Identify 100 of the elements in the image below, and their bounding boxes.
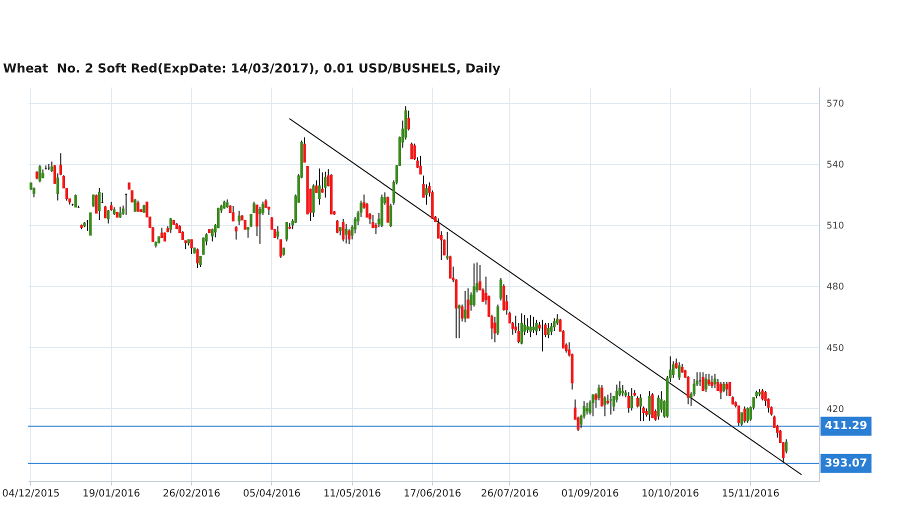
x-tick-label: 01/09/2016 [561, 488, 619, 500]
ref-line-label: 393.07 [824, 456, 868, 470]
candlestick [737, 404, 740, 426]
candlestick [639, 394, 642, 422]
candlestick [615, 384, 618, 403]
candlestick [708, 373, 710, 387]
candlestick [196, 248, 199, 268]
candlestick [118, 206, 122, 218]
candlestick [535, 319, 538, 336]
candlestick [520, 312, 523, 345]
x-tick-label: 15/11/2016 [722, 488, 780, 500]
ref-line-label: 411.29 [824, 419, 868, 432]
candlestick [704, 373, 708, 393]
candlestick [547, 322, 550, 339]
candlestick [725, 381, 728, 396]
candlestick [250, 213, 252, 228]
candlestick [425, 184, 428, 206]
candlestick [98, 188, 101, 221]
candlestick [728, 381, 732, 396]
candlestick [276, 226, 280, 240]
candlestick [190, 238, 193, 255]
candlestick [532, 316, 535, 334]
y-tick-label: 480 [826, 282, 844, 293]
candlestick [252, 201, 256, 214]
candlestick [466, 288, 470, 319]
y-tick-label: 450 [826, 342, 844, 354]
x-tick-label: 10/10/2016 [641, 488, 700, 500]
candlestick [710, 375, 714, 389]
candlestick [318, 168, 321, 206]
y-tick-label: 540 [826, 160, 844, 171]
candlestick [344, 224, 348, 244]
candlestick [246, 226, 250, 238]
candlestick [604, 396, 606, 417]
candlestick [419, 155, 422, 175]
candlestick [134, 198, 136, 212]
x-tick-label: 11/05/2016 [323, 488, 381, 500]
candlestick [627, 392, 630, 414]
candlestick [592, 394, 594, 417]
candlestick [743, 406, 746, 424]
y-tick-label: 570 [826, 98, 844, 110]
candlestick [529, 314, 532, 338]
candlestick [660, 390, 663, 414]
chart-title: Wheat No. 2 Soft Red(ExpDate: 14/03/2017), 0.01 USD/BUSHELS, Daily [3, 60, 500, 76]
candlestick [56, 172, 60, 201]
candlestick [672, 360, 675, 378]
candlestick [202, 236, 205, 256]
y-tick-label: 420 [826, 404, 844, 415]
candlestick [702, 372, 704, 392]
x-tick-label: 17/06/2016 [404, 488, 462, 500]
candlestick [720, 381, 722, 400]
candlestick [211, 228, 214, 242]
x-tick-label: 05/04/2016 [243, 488, 301, 500]
candlestick [50, 161, 54, 173]
candlestick [38, 164, 42, 183]
x-tick-label: 26/07/2016 [480, 488, 539, 500]
candlestick [636, 396, 639, 408]
candlestick [315, 180, 318, 194]
candlestick [336, 220, 339, 234]
candlestick [234, 226, 238, 240]
candlestick [89, 212, 92, 236]
candlestick [160, 227, 164, 238]
candlestick [621, 384, 624, 397]
candlestick [648, 390, 651, 422]
candlestick [238, 210, 240, 226]
candlestick [324, 171, 327, 198]
candlestick [610, 392, 612, 416]
candlestick [285, 222, 288, 242]
x-tick-label: 04/12/2015 [2, 488, 60, 500]
candlestick [472, 262, 476, 308]
candlestick [407, 110, 410, 131]
candlestick [586, 402, 588, 416]
candlestick [321, 172, 324, 194]
candlestick [494, 316, 496, 343]
candlestick [32, 186, 36, 198]
candlestick [464, 290, 466, 323]
x-tick-label: 26/02/2016 [162, 488, 220, 500]
candlestick [410, 142, 413, 160]
candlestick [232, 205, 235, 222]
candlestick [630, 388, 633, 412]
y-tick-label: 510 [826, 220, 844, 232]
candlestick [458, 304, 461, 339]
candlestick [74, 194, 77, 208]
candlestick [279, 238, 282, 258]
x-tick-label: 19/01/2016 [82, 488, 140, 500]
candlestick [169, 217, 172, 234]
candlestick [303, 136, 306, 163]
candlestick [678, 362, 681, 380]
candlestick [389, 203, 392, 228]
candlestick [526, 318, 529, 334]
candlestick [746, 406, 749, 424]
candlestick [553, 318, 556, 332]
candlestick [722, 381, 726, 393]
candlestick [342, 218, 345, 242]
candlestick [446, 231, 449, 260]
candlestick [244, 220, 246, 230]
candlestick [136, 200, 140, 212]
candlestick [657, 394, 660, 420]
candlestick [714, 373, 716, 389]
candlestick [550, 322, 553, 336]
candlestick [651, 392, 654, 418]
